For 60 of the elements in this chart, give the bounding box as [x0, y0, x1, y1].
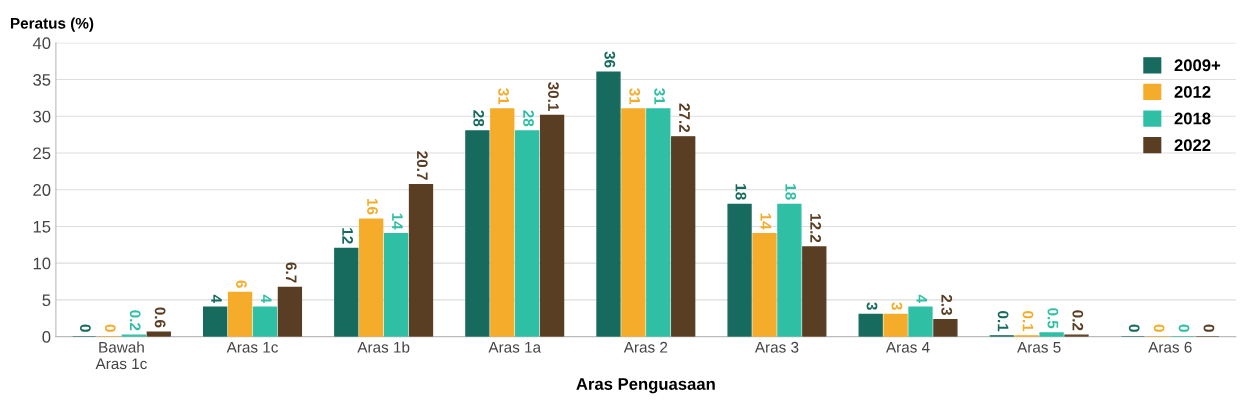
- data-label: 0.1: [1022, 311, 1034, 332]
- data-label: 0: [1203, 324, 1215, 332]
- x-tick-label: Aras 6: [1148, 341, 1192, 353]
- y-tick-label: 35: [33, 73, 51, 86]
- y-tick-label: 10: [33, 257, 51, 270]
- data-label: 2.3: [941, 294, 953, 315]
- legend-label: 2009+: [1174, 59, 1221, 72]
- data-label: 12: [342, 228, 353, 244]
- data-label: 6.7: [285, 262, 297, 283]
- x-tick-label: Aras 3: [754, 341, 799, 353]
- x-axis-title: Aras Penguasaan: [576, 378, 715, 394]
- data-label: 4: [211, 294, 222, 303]
- data-label: 18: [735, 184, 747, 200]
- x-tick-label: Bawah Aras 1c: [95, 341, 147, 370]
- data-label: 18: [785, 184, 797, 200]
- data-label: 0: [1153, 324, 1165, 332]
- data-label: 4: [916, 294, 928, 303]
- data-label: 0: [104, 324, 116, 332]
- data-label: 16: [367, 198, 378, 215]
- data-label: 0.2: [129, 310, 141, 331]
- data-label: 28: [523, 110, 534, 127]
- y-tick-label: 20: [33, 184, 51, 196]
- y-tick-label: 25: [33, 147, 51, 160]
- data-label: 0: [1178, 324, 1190, 332]
- data-label: 3: [891, 302, 903, 310]
- y-tick-label: 5: [42, 294, 51, 307]
- data-label: 0: [79, 324, 91, 332]
- x-tick-label: Aras 1b: [357, 341, 410, 353]
- data-label: 14: [392, 213, 403, 230]
- data-label: 30.1: [547, 82, 559, 111]
- data-label: 0: [1128, 324, 1140, 332]
- x-tick-label: Aras 4: [885, 342, 930, 353]
- y-tick-label: 15: [33, 221, 51, 233]
- legend-label: 2012: [1174, 85, 1211, 98]
- data-label: 0.5: [1047, 308, 1059, 329]
- data-label: 36: [604, 51, 616, 68]
- data-label: 4: [261, 294, 272, 303]
- data-label: 3: [866, 302, 878, 310]
- data-label: 31: [629, 88, 641, 105]
- y-axis-title: Peratus (%): [10, 17, 94, 32]
- data-label: 6: [235, 280, 247, 288]
- legend-label: 2018: [1174, 112, 1211, 125]
- legend-label: 2022: [1174, 139, 1211, 152]
- data-label: 14: [760, 213, 772, 230]
- data-label: 0.2: [1072, 310, 1084, 331]
- data-label: 27.2: [679, 103, 690, 133]
- data-label: 31: [654, 88, 666, 105]
- x-tick-label: Aras 2: [623, 341, 668, 353]
- data-label: 31: [498, 88, 509, 105]
- data-label: 0.1: [997, 311, 1009, 332]
- data-label: 20.7: [416, 151, 428, 180]
- x-tick-label: Aras 1a: [488, 342, 542, 353]
- x-tick-label: Aras 5: [1017, 342, 1061, 353]
- x-tick-label: Aras 1c: [226, 342, 279, 353]
- data-label: 28: [473, 110, 485, 127]
- data-label: 0.6: [154, 307, 166, 328]
- data-label: 12.2: [810, 214, 822, 243]
- y-tick-label: 0: [42, 331, 51, 343]
- y-tick-label: 40: [32, 37, 51, 50]
- y-tick-label: 30: [33, 110, 51, 123]
